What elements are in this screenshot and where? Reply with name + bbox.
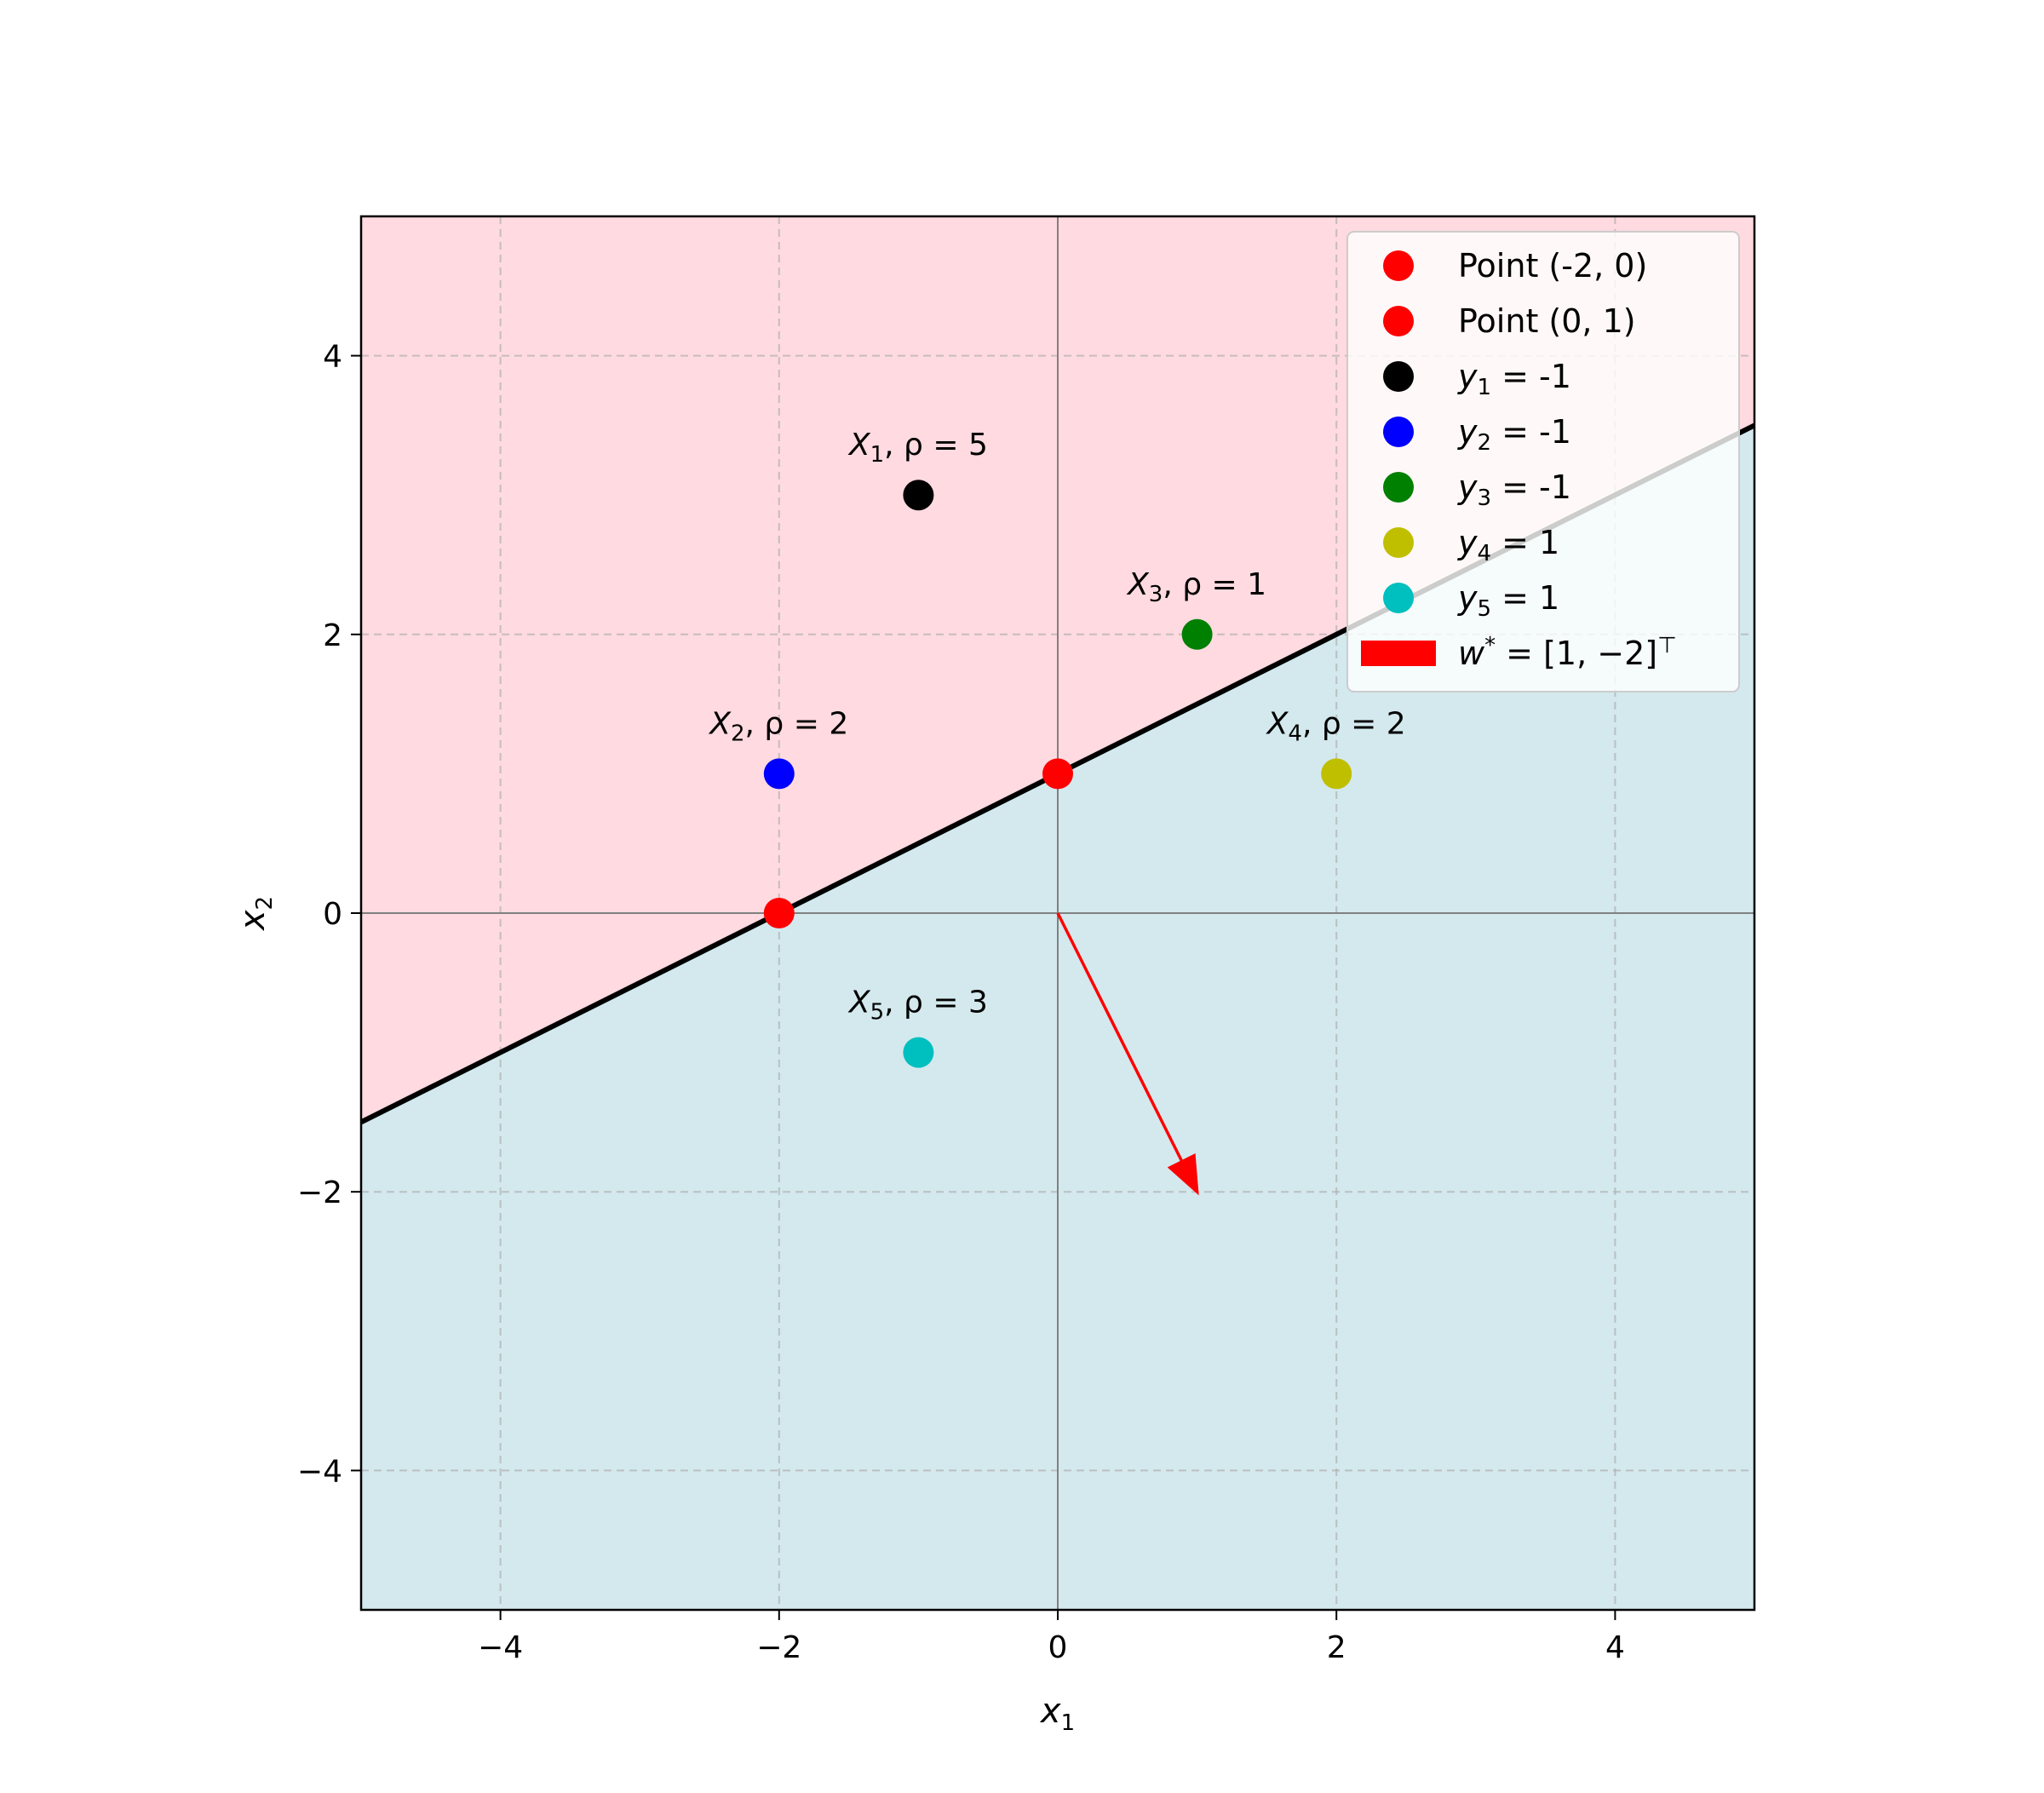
y-tick-label: 4 [323, 340, 342, 375]
data-point [903, 1037, 934, 1068]
legend-marker [1383, 583, 1414, 613]
x-axis-label: x1 [1039, 1692, 1075, 1736]
legend-marker [1383, 361, 1414, 392]
legend-entry-label: y4 = 1 [1457, 524, 1559, 566]
legend-entry-label: Point (-2, 0) [1458, 247, 1647, 284]
x-tick-label: 0 [1048, 1630, 1068, 1665]
legend-marker [1383, 250, 1414, 281]
data-point [903, 480, 934, 511]
x-tick-label: −4 [478, 1630, 523, 1665]
legend-entry-label: y2 = -1 [1457, 413, 1571, 456]
y-axis-label: x2 [233, 896, 278, 932]
point-annotation: X3, ρ = 1 [1126, 567, 1266, 607]
legend-arrow-marker [1361, 641, 1436, 666]
data-point [763, 758, 795, 790]
legend-entry-label: y5 = 1 [1457, 579, 1559, 622]
y-tick-label: 0 [323, 897, 342, 932]
legend-entry-label: w* = [1, −2]⊤ [1458, 633, 1677, 672]
point-annotation: X2, ρ = 2 [708, 706, 848, 746]
y-tick-label: −4 [297, 1454, 342, 1489]
y-tick-label: 2 [323, 618, 342, 653]
point-annotation: X4, ρ = 2 [1266, 706, 1406, 746]
legend-entry-label: y3 = -1 [1457, 468, 1571, 511]
point-annotation: X1, ρ = 5 [847, 428, 988, 468]
y-tick-label: −2 [297, 1175, 342, 1210]
x-tick-label: −2 [756, 1630, 801, 1665]
legend-marker [1383, 472, 1414, 503]
data-point [763, 898, 795, 928]
legend-entry-label: y1 = -1 [1457, 358, 1571, 400]
point-annotation: X5, ρ = 3 [847, 986, 988, 1026]
legend-marker [1383, 306, 1414, 336]
legend-marker [1383, 527, 1414, 558]
data-point [1181, 618, 1213, 650]
legend-box [1346, 231, 1740, 692]
x-tick-label: 4 [1605, 1630, 1625, 1665]
legend-entry-label: Point (0, 1) [1458, 302, 1636, 340]
legend: Point (-2, 0) Point (0, 1) y1 = -1 y2 = -1 y… [1346, 231, 1740, 692]
weight-vector-arrow [1056, 912, 1199, 1196]
x-tick-label: 2 [1327, 1630, 1346, 1665]
legend-marker [1383, 417, 1414, 447]
data-point [1042, 758, 1073, 790]
data-point [1321, 758, 1352, 790]
